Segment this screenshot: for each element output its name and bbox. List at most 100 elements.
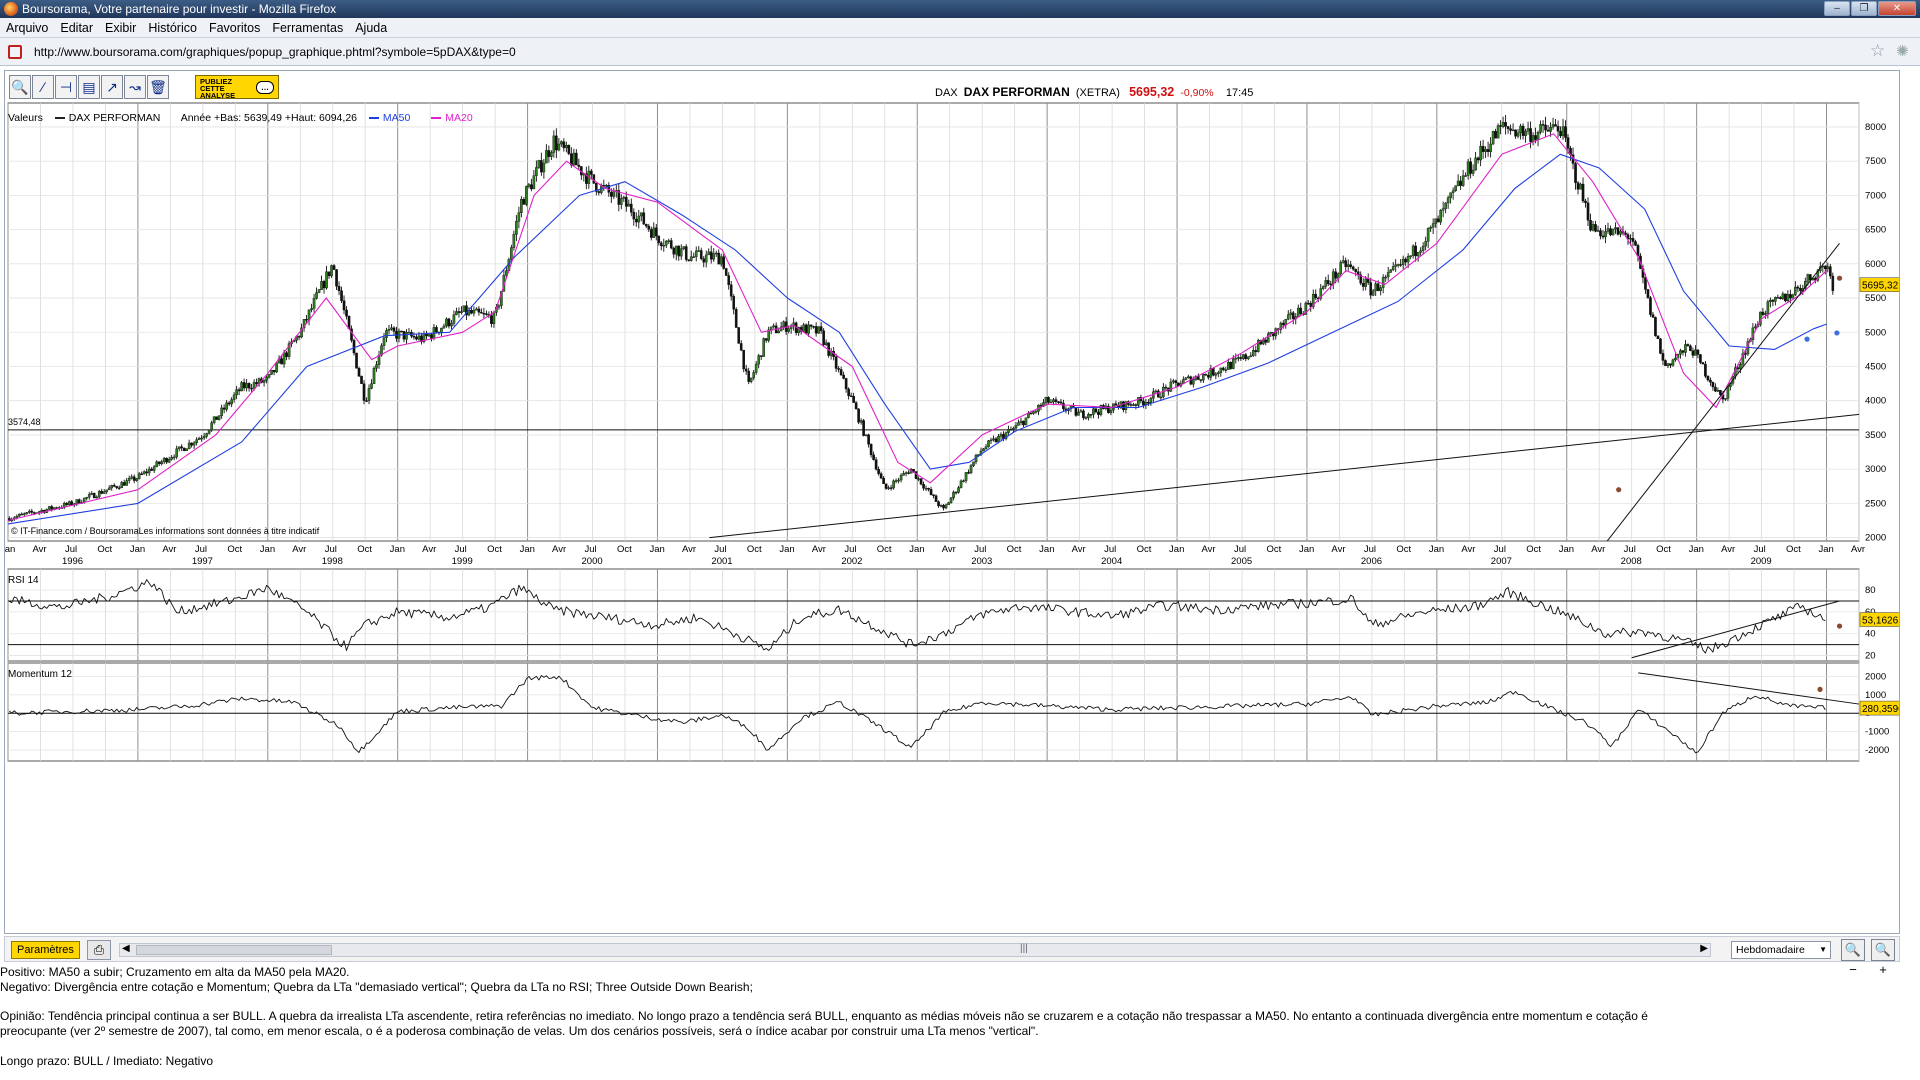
menu-ferramentas[interactable]: Ferramentas [272, 21, 344, 35]
x-month-tick-label: Jan [1039, 544, 1054, 555]
scroll-grip-icon: ||| [1020, 943, 1028, 954]
url-field[interactable]: http://www.boursorama.com/graphiques/pop… [34, 45, 516, 59]
site-favicon-icon [8, 45, 22, 59]
candle-body [1491, 131, 1495, 145]
candle-body [1084, 417, 1088, 419]
fan-lines-tool-icon[interactable]: ↝ [124, 75, 146, 99]
candle-body [917, 478, 920, 480]
panel-frame [7, 102, 1860, 542]
firefox-icon [4, 2, 18, 16]
horizontal-line-tool-icon[interactable]: ⊣ [55, 75, 77, 99]
candle-body [442, 325, 446, 329]
candle-body [205, 433, 208, 437]
menu-arquivo[interactable]: Arquivo [6, 21, 49, 35]
bookmark-star-icon[interactable]: ☆ [1870, 41, 1886, 60]
zoom-select-tool-icon[interactable]: 🔍 [9, 75, 31, 99]
candle-body [1829, 266, 1832, 277]
candle-body [27, 510, 31, 513]
x-year-tick-label: 2006 [1361, 556, 1382, 567]
maximize-button[interactable]: ❐ [1851, 1, 1877, 16]
candle-body [677, 245, 681, 257]
candle-body [85, 497, 89, 499]
x-month-tick-label: Avr [682, 544, 696, 555]
candle-body [1686, 344, 1690, 347]
minimize-button[interactable]: – [1824, 1, 1850, 16]
candle-body [737, 327, 741, 344]
candle-body [1611, 228, 1615, 236]
scroll-right-icon[interactable]: ▶ [1700, 943, 1708, 954]
candle-body [1606, 228, 1610, 232]
candle-body [814, 326, 818, 334]
menu-historico[interactable]: Histórico [148, 21, 197, 35]
menu-favoritos[interactable]: Favoritos [208, 21, 261, 35]
candle-body [839, 369, 843, 376]
candle-body [1786, 294, 1790, 302]
x-year-tick-label: 2005 [1231, 556, 1252, 567]
candle-body [262, 380, 266, 383]
candle-body [767, 329, 770, 341]
candle-body [1531, 135, 1535, 142]
candle-body [819, 326, 823, 331]
candle-body [1124, 401, 1128, 410]
candle-body [1704, 363, 1707, 377]
x-month-tick-label: Oct [487, 544, 502, 555]
x-year-tick-label: 1997 [192, 556, 213, 567]
candle-body [1476, 157, 1480, 161]
candle-body [147, 468, 151, 474]
quote-market: DAX [935, 87, 958, 99]
menu-ajuda[interactable]: Ajuda [355, 21, 388, 35]
candle-body [647, 225, 651, 230]
candle-body [1364, 278, 1367, 287]
zoom-in-button[interactable]: 🔍+ [1871, 939, 1895, 977]
print-icon[interactable]: ⎙ [87, 940, 111, 960]
candle-body [322, 281, 326, 289]
publish-analysis-button[interactable]: PUBLIEZ CETTE ANALYSE … [195, 75, 279, 99]
support-line-label: 3574,48 [8, 417, 41, 427]
candle-body [155, 461, 158, 467]
candle-body [377, 354, 381, 365]
candle-body [654, 227, 658, 237]
candle-body [1232, 358, 1235, 369]
candle-body [1059, 401, 1063, 404]
parameters-button[interactable]: Paramètres [11, 941, 80, 959]
close-button[interactable]: ✕ [1878, 1, 1916, 16]
menu-exibir[interactable]: Exibir [105, 21, 137, 35]
candle-body [1374, 283, 1377, 292]
scroll-left-icon[interactable]: ◀ [122, 943, 130, 954]
candle-body [1631, 238, 1635, 242]
chart-scrollbar[interactable]: ◀ ||| ▶ [119, 943, 1711, 957]
draw-line-tool-icon[interactable]: ∕ [32, 75, 54, 99]
fibonacci-tool-icon[interactable]: ▤ [78, 75, 100, 99]
candle-body [285, 352, 288, 357]
price-chart-svg[interactable]: Jan Avr Jul Oct Jan Avr Jul Oct Jan Avr Jul Oct Jan A… [5, 71, 1899, 933]
candle-body [590, 170, 593, 175]
candle-body [1077, 411, 1080, 416]
period-select[interactable]: Hebdomadaire ▼ [1731, 941, 1831, 959]
x-month-tick-label: Jul [714, 544, 726, 555]
legend-ma20-swatch [431, 117, 442, 120]
candle-body [947, 502, 950, 506]
candle-body [944, 504, 948, 509]
trendline [1638, 672, 1860, 705]
candle-body [310, 308, 313, 311]
candle-body [480, 311, 483, 314]
parallel-lines-tool-icon[interactable]: ↗ [101, 75, 123, 99]
candle-body [1134, 404, 1138, 406]
chart-scroll-thumb[interactable] [136, 945, 332, 955]
y-tick-label: 6000 [1865, 259, 1886, 270]
candle-body [462, 305, 466, 312]
trash-icon[interactable]: 🗑 [147, 75, 169, 99]
zoom-out-button[interactable]: 🔍− [1841, 939, 1865, 977]
menu-editar[interactable]: Editar [60, 21, 94, 35]
current-momentum-badge: 280,3596 [1862, 704, 1899, 715]
candle-body [857, 408, 860, 423]
candle-body [215, 416, 218, 420]
y-tick-label: 6500 [1865, 225, 1886, 236]
candle-body [722, 256, 726, 269]
candle-body [167, 458, 171, 463]
marker-dot [1836, 623, 1843, 629]
candle-body [367, 388, 371, 401]
candle-body [1261, 339, 1265, 345]
candle-body [772, 325, 775, 328]
candle-body [227, 402, 231, 405]
